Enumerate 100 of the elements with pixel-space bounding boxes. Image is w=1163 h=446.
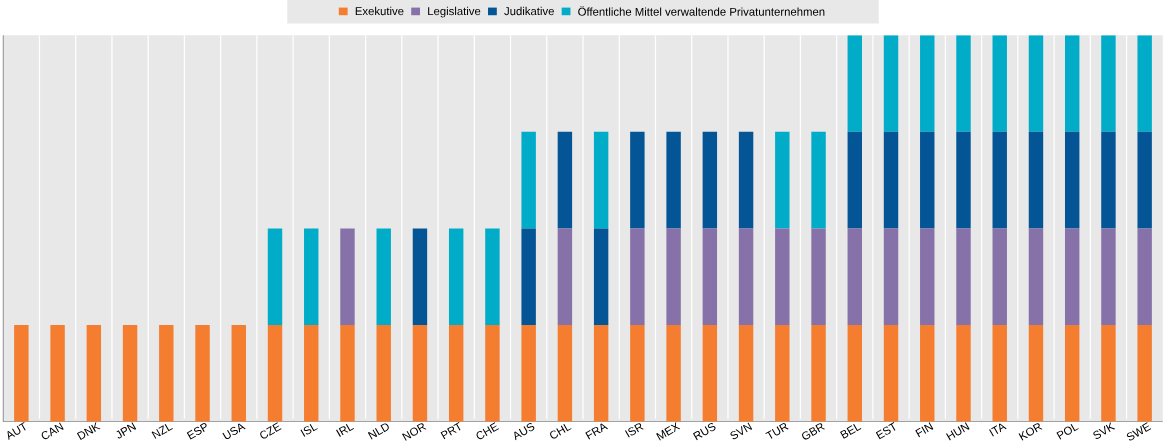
legend-label: Exekutive bbox=[355, 6, 404, 15]
x-tick-label: BEL bbox=[840, 423, 862, 439]
bar bbox=[1064, 324, 1080, 422]
x-tick-label: NLD bbox=[367, 423, 389, 440]
x-tick-label: AUS bbox=[514, 422, 535, 441]
bar bbox=[485, 324, 500, 422]
x-tick-label: JPN bbox=[116, 422, 137, 439]
x-tick-label: HUN bbox=[946, 422, 970, 441]
bar bbox=[738, 131, 754, 229]
x-tick-label: PRT bbox=[440, 421, 461, 440]
bar bbox=[992, 228, 1007, 325]
bar bbox=[702, 324, 718, 422]
bar bbox=[122, 324, 138, 422]
bar bbox=[593, 324, 609, 422]
bar bbox=[1137, 35, 1152, 132]
bar bbox=[521, 228, 536, 325]
x-tick-label: ISR bbox=[624, 423, 644, 438]
legend-label: Öffentliche Mittel verwaltende Privatunternehmen bbox=[578, 6, 825, 16]
bar bbox=[231, 324, 246, 422]
bar bbox=[1028, 131, 1044, 229]
bar bbox=[86, 324, 102, 422]
bar bbox=[956, 131, 971, 229]
bar bbox=[775, 324, 790, 422]
bar bbox=[738, 324, 754, 422]
x-tick-label: CHE bbox=[476, 422, 499, 439]
bar bbox=[1028, 228, 1044, 325]
bar bbox=[1101, 324, 1116, 422]
bar bbox=[376, 228, 391, 325]
bar bbox=[195, 324, 210, 422]
bar bbox=[702, 228, 718, 325]
legend-label: Judikative bbox=[504, 6, 554, 15]
bar bbox=[630, 131, 645, 229]
x-tick-label: MEX bbox=[656, 421, 681, 441]
bar bbox=[738, 228, 754, 325]
x-tick-label: SWE bbox=[1126, 422, 1152, 441]
x-tick-label: EST bbox=[875, 421, 896, 440]
bar bbox=[304, 324, 319, 422]
bar bbox=[775, 228, 790, 325]
x-tick-label: ISL bbox=[300, 423, 318, 437]
x-tick-label: FIN bbox=[915, 422, 934, 438]
bar bbox=[1064, 228, 1080, 325]
bar bbox=[1064, 131, 1080, 229]
bar bbox=[992, 131, 1007, 229]
x-tick-label: GBR bbox=[802, 423, 826, 440]
bar bbox=[412, 324, 428, 422]
bar bbox=[992, 35, 1007, 132]
bar bbox=[1101, 131, 1116, 229]
bar bbox=[847, 228, 862, 325]
bar bbox=[557, 131, 573, 229]
bar bbox=[14, 324, 29, 422]
bar bbox=[883, 228, 899, 325]
bar bbox=[1028, 324, 1044, 422]
x-tick-label: ESP bbox=[186, 422, 207, 440]
x-tick-label: SVK bbox=[1093, 422, 1116, 439]
bar bbox=[811, 324, 826, 422]
x-tick-label: FRA bbox=[585, 423, 609, 440]
x-tick-label: TUR bbox=[765, 422, 789, 439]
x-tick-label: AUT bbox=[7, 421, 26, 440]
x-tick-label: CAN bbox=[41, 422, 64, 439]
bar bbox=[412, 228, 428, 325]
x-tick-label: NZL bbox=[151, 423, 173, 439]
bar bbox=[340, 324, 355, 422]
bar bbox=[666, 131, 681, 229]
bar bbox=[992, 324, 1007, 422]
bar bbox=[920, 324, 935, 422]
bar bbox=[485, 228, 500, 325]
bar bbox=[593, 131, 609, 229]
bar bbox=[521, 324, 536, 422]
bar bbox=[811, 131, 826, 229]
bar bbox=[1028, 35, 1044, 132]
bar bbox=[956, 228, 971, 325]
bar bbox=[376, 324, 391, 422]
bar bbox=[159, 324, 174, 422]
legend-label: Legislative bbox=[428, 6, 481, 18]
bar bbox=[956, 324, 971, 422]
bar bbox=[1137, 228, 1152, 325]
x-tick-label: CHL bbox=[550, 423, 572, 439]
bar bbox=[1101, 35, 1116, 132]
bar bbox=[1137, 324, 1152, 422]
x-tick-label: POL bbox=[1056, 423, 1079, 440]
bar bbox=[304, 228, 319, 325]
bar bbox=[448, 228, 464, 325]
bar bbox=[521, 131, 536, 229]
bar bbox=[920, 131, 935, 229]
bar bbox=[1101, 228, 1116, 325]
x-tick-label: ITA bbox=[989, 423, 1007, 437]
bar bbox=[920, 228, 935, 325]
bar bbox=[630, 324, 645, 422]
x-tick-label: KOR bbox=[1018, 423, 1043, 441]
x-tick-label: RUS bbox=[692, 422, 716, 440]
bar bbox=[666, 228, 681, 325]
bar bbox=[267, 324, 283, 422]
bar bbox=[883, 324, 899, 422]
bar bbox=[1137, 131, 1152, 229]
bar bbox=[847, 35, 862, 132]
bar bbox=[448, 324, 464, 422]
bar bbox=[883, 35, 899, 132]
bar bbox=[920, 35, 935, 132]
bar bbox=[557, 228, 573, 325]
bar bbox=[702, 131, 718, 229]
